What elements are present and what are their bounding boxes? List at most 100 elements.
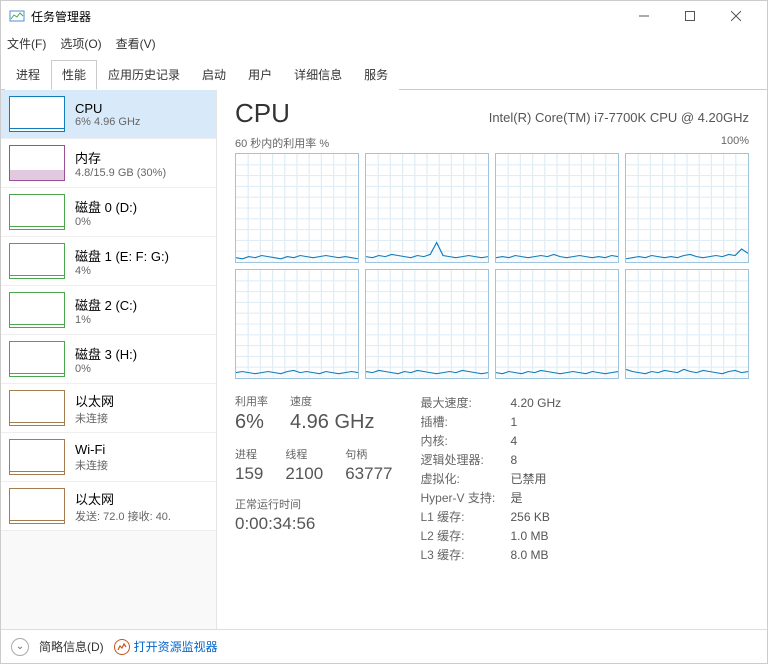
sidebar-thumb <box>9 341 65 377</box>
info-key: 逻辑处理器: <box>420 451 510 468</box>
stat-value: 159 <box>235 464 263 484</box>
menu-file[interactable]: 文件(F) <box>7 35 46 52</box>
sidebar-item-title: 磁盘 3 (H:) <box>75 344 137 363</box>
sidebar-thumb <box>9 145 65 181</box>
sidebar-item-disk-4[interactable]: 磁盘 2 (C:)1% <box>1 286 216 335</box>
uptime-label: 正常运行时间 <box>235 496 392 512</box>
info-key: 内核: <box>420 432 510 449</box>
info-row: 逻辑处理器:8 <box>420 450 561 469</box>
sidebar-item-title: CPU <box>75 101 140 116</box>
menu-bar: 文件(F) 选项(O) 查看(V) <box>1 31 767 55</box>
sidebar-thumb <box>9 439 65 475</box>
info-table: 最大速度:4.20 GHz插槽:1内核:4逻辑处理器:8虚拟化:已禁用Hyper… <box>420 393 561 564</box>
sidebar-item-title: 磁盘 2 (C:) <box>75 295 137 314</box>
info-row: L3 缓存:8.0 MB <box>420 545 561 564</box>
sidebar-item-sub: 0% <box>75 363 137 375</box>
cpu-charts-grid <box>235 153 749 379</box>
stats-section: 利用率6%速度4.96 GHz进程159线程2100句柄63777正常运行时间0… <box>235 393 749 564</box>
sidebar-item-net-7[interactable]: Wi-Fi未连接 <box>1 433 216 482</box>
tab-history[interactable]: 应用历史记录 <box>97 60 191 90</box>
info-key: Hyper-V 支持: <box>420 489 510 506</box>
sidebar-item-sub: 未连接 <box>75 457 108 473</box>
stat-label: 利用率 <box>235 393 268 409</box>
fewer-details-icon[interactable]: ⌄ <box>11 638 29 656</box>
info-row: 插槽:1 <box>420 412 561 431</box>
fewer-details-label[interactable]: 简略信息(D) <box>39 638 104 655</box>
sidebar-item-net-8[interactable]: 以太网发送: 72.0 接收: 40. <box>1 482 216 531</box>
stat-value: 6% <box>235 411 268 434</box>
info-value: 已禁用 <box>510 470 546 487</box>
sidebar-thumb <box>9 488 65 524</box>
chart-label-left: 60 秒内的利用率 % <box>235 135 329 151</box>
tab-users[interactable]: 用户 <box>237 60 283 90</box>
info-row: L1 缓存:256 KB <box>420 507 561 526</box>
sidebar-item-mem-1[interactable]: 内存4.8/15.9 GB (30%) <box>1 139 216 188</box>
main-subtitle: Intel(R) Core(TM) i7-7700K CPU @ 4.20GHz <box>489 110 749 125</box>
info-key: L1 缓存: <box>420 508 510 525</box>
sidebar-item-title: 内存 <box>75 148 166 167</box>
sidebar-item-title: Wi-Fi <box>75 442 108 457</box>
cpu-core-chart-7 <box>625 269 749 379</box>
sidebar-thumb <box>9 292 65 328</box>
info-row: L2 缓存:1.0 MB <box>420 526 561 545</box>
info-value: 1.0 MB <box>510 529 548 543</box>
resmon-icon <box>114 639 130 655</box>
info-key: L2 缓存: <box>420 527 510 544</box>
sidebar-item-disk-3[interactable]: 磁盘 1 (E: F: G:)4% <box>1 237 216 286</box>
info-value: 8.0 MB <box>510 548 548 562</box>
info-row: Hyper-V 支持:是 <box>420 488 561 507</box>
main-title: CPU <box>235 98 290 129</box>
sidebar-item-title: 磁盘 1 (E: F: G:) <box>75 246 169 265</box>
info-key: 虚拟化: <box>420 470 510 487</box>
cpu-core-chart-6 <box>495 269 619 379</box>
cpu-core-chart-5 <box>365 269 489 379</box>
tab-performance[interactable]: 性能 <box>51 60 97 90</box>
cpu-core-chart-1 <box>365 153 489 263</box>
cpu-core-chart-2 <box>495 153 619 263</box>
sidebar-thumb <box>9 96 65 132</box>
tab-startup[interactable]: 启动 <box>191 60 237 90</box>
info-value: 1 <box>510 415 517 429</box>
sidebar-item-disk-2[interactable]: 磁盘 0 (D:)0% <box>1 188 216 237</box>
tab-details[interactable]: 详细信息 <box>283 60 353 90</box>
sidebar-item-sub: 0% <box>75 216 137 228</box>
sidebar-item-sub: 1% <box>75 314 137 326</box>
info-value: 4.20 GHz <box>510 396 561 410</box>
chart-label-right: 100% <box>721 135 749 151</box>
info-key: 插槽: <box>420 413 510 430</box>
tab-services[interactable]: 服务 <box>353 60 399 90</box>
sidebar-thumb <box>9 243 65 279</box>
stat-value: 63777 <box>345 464 392 484</box>
sidebar-item-sub: 发送: 72.0 接收: 40. <box>75 508 171 524</box>
stat-label: 句柄 <box>345 446 392 462</box>
cpu-core-chart-3 <box>625 153 749 263</box>
menu-view[interactable]: 查看(V) <box>116 35 156 52</box>
open-resmon-link[interactable]: 打开资源监视器 <box>114 638 218 655</box>
cpu-core-chart-4 <box>235 269 359 379</box>
sidebar-item-sub: 4% <box>75 265 169 277</box>
close-button[interactable] <box>713 1 759 31</box>
info-row: 内核:4 <box>420 431 561 450</box>
maximize-button[interactable] <box>667 1 713 31</box>
sidebar-item-sub: 未连接 <box>75 410 114 426</box>
tab-bar: 进程 性能 应用历史记录 启动 用户 详细信息 服务 <box>1 59 767 90</box>
cpu-core-chart-0 <box>235 153 359 263</box>
sidebar-thumb <box>9 390 65 426</box>
app-icon <box>9 8 25 24</box>
sidebar-item-title: 以太网 <box>75 489 171 508</box>
sidebar-item-cpu-0[interactable]: CPU6% 4.96 GHz <box>1 90 216 139</box>
sidebar[interactable]: CPU6% 4.96 GHz内存4.8/15.9 GB (30%)磁盘 0 (D… <box>1 90 217 629</box>
sidebar-item-title: 以太网 <box>75 391 114 410</box>
info-value: 256 KB <box>510 510 549 524</box>
uptime-value: 0:00:34:56 <box>235 514 392 534</box>
sidebar-thumb <box>9 194 65 230</box>
info-value: 4 <box>510 434 517 448</box>
tab-processes[interactable]: 进程 <box>5 60 51 90</box>
stat-label: 速度 <box>290 393 374 409</box>
sidebar-item-disk-5[interactable]: 磁盘 3 (H:)0% <box>1 335 216 384</box>
stat-label: 线程 <box>285 446 323 462</box>
sidebar-item-net-6[interactable]: 以太网未连接 <box>1 384 216 433</box>
stat-value: 4.96 GHz <box>290 411 374 434</box>
minimize-button[interactable] <box>621 1 667 31</box>
menu-options[interactable]: 选项(O) <box>60 35 101 52</box>
